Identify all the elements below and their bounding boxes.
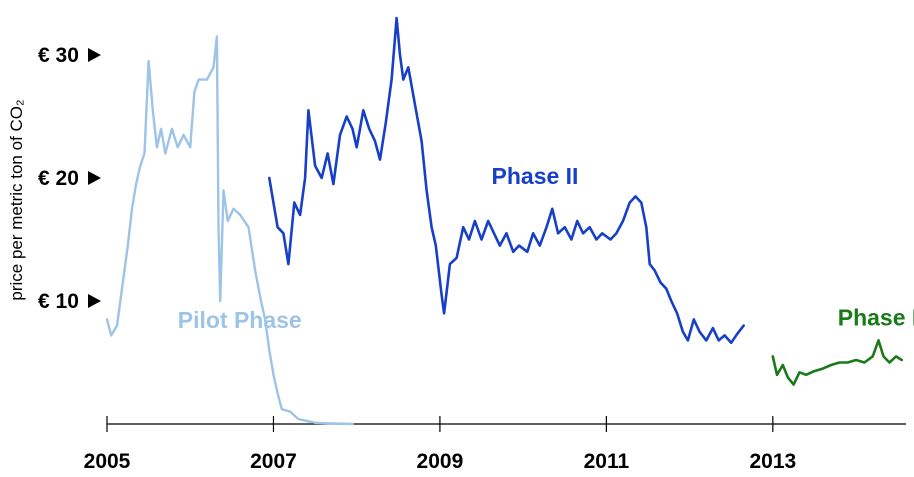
y-axis: € 10 € 20 € 30 [38, 44, 101, 313]
x-axis: 2005 2007 2009 2011 2013 [84, 416, 906, 473]
series-line-1 [105, 35, 354, 426]
series-line-3 [771, 339, 904, 386]
x-tick-label: 2007 [250, 450, 297, 473]
x-tick-label: 2009 [417, 450, 464, 473]
x-tick-label: 2005 [84, 450, 131, 473]
y-tick-label: € 30 [38, 44, 79, 67]
series-line-2 [268, 16, 745, 345]
y-tick-arrow-icon [88, 171, 101, 185]
y-tick-arrow-icon [88, 48, 101, 62]
phase-label-3: Phase III [838, 305, 914, 331]
x-tick-label: 2013 [749, 450, 796, 473]
phase-labels: Pilot Phase Phase II Phase III [178, 163, 914, 333]
phase-label-2: Phase II [492, 163, 579, 189]
y-tick-arrow-icon [88, 294, 101, 308]
phase-label-1: Pilot Phase [178, 307, 302, 333]
x-tick-label: 2011 [584, 450, 630, 473]
y-axis-label: price per metric ton of CO₂ [7, 99, 26, 300]
price-series [105, 16, 904, 426]
y-tick-label: € 20 [38, 167, 79, 190]
y-tick-label: € 10 [38, 290, 79, 313]
